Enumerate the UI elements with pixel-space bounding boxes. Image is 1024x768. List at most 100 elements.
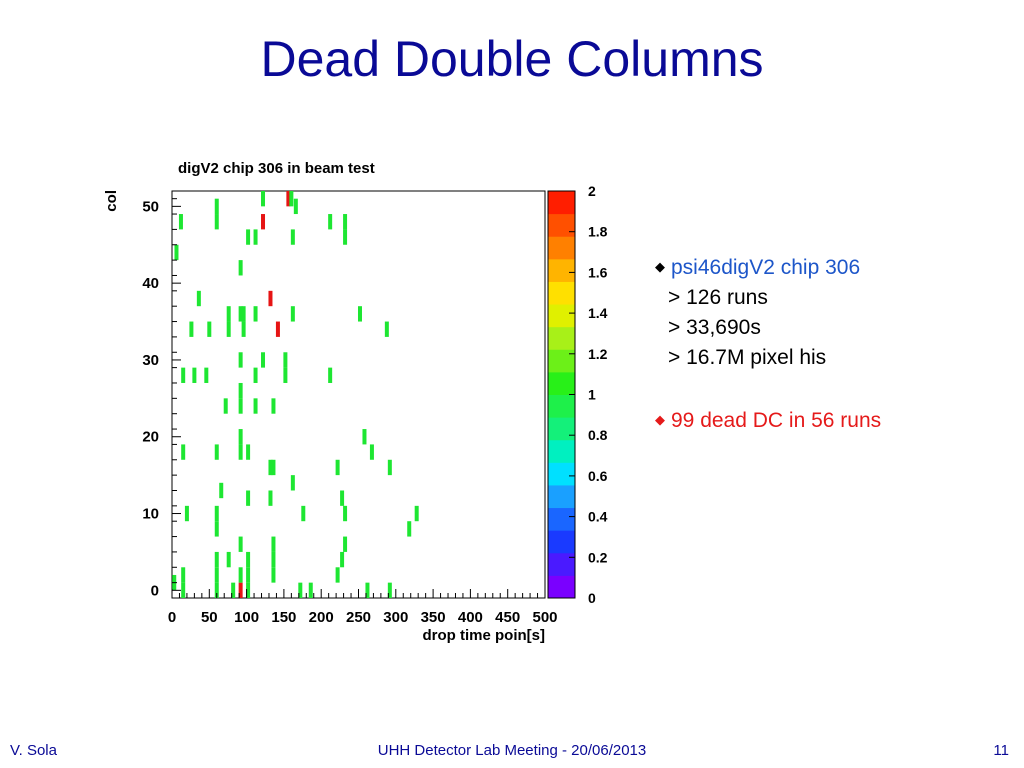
chart-title: digV2 chip 306 in beam test <box>178 160 375 177</box>
heatmap-cell <box>219 482 224 499</box>
heatmap-cell <box>283 352 288 368</box>
bullet-sub-runs: > 126 runs <box>668 286 768 309</box>
heatmap-cell <box>261 214 266 230</box>
colorbar-segment <box>548 507 575 531</box>
x-tick-label: 50 <box>201 609 218 626</box>
colorbar-segment <box>548 281 575 305</box>
bullet-list: ◆ psi46digV2 chip 306 > 126 runs > 33,690… <box>655 252 881 436</box>
heatmap-cell <box>196 290 201 307</box>
diamond-bullet-icon: ◆ <box>655 412 665 427</box>
heatmap-cell <box>298 582 303 598</box>
heatmap-cell <box>238 582 243 598</box>
bullet-dead-dc: ◆ 99 dead DC in 56 runs <box>655 405 881 436</box>
heatmap-cell <box>369 444 374 460</box>
heatmap-cell <box>286 191 291 207</box>
colorbar-labels: 0 0.2 0.4 0.6 0.8 1 1.2 1.4 1.6 1.8 2 <box>569 183 608 606</box>
x-tick-label: 300 <box>383 609 408 626</box>
heatmap-cell <box>290 475 295 491</box>
heatmap-cell <box>290 306 295 322</box>
colorbar-segment <box>548 462 575 486</box>
heatmap-cell <box>357 306 362 322</box>
heatmap-cell <box>241 306 246 322</box>
heatmap-cell <box>246 490 251 506</box>
heatmap-cell <box>340 490 345 506</box>
bullet-sub-time: > 33,690s <box>668 316 761 339</box>
heatmap-cell <box>238 398 243 414</box>
heatmap-cell <box>253 306 258 322</box>
heatmap-cell <box>387 459 392 476</box>
heatmap-cell <box>343 505 348 522</box>
y-axis-ticks: 0 10 20 30 40 50 <box>142 198 181 599</box>
heatmap-cell <box>238 536 243 552</box>
x-tick-label: 500 <box>532 609 557 626</box>
slide-title: Dead Double Columns <box>260 31 764 87</box>
heatmap-cell <box>275 321 280 337</box>
footer-page-number: 11 <box>993 742 1009 759</box>
heatmap-cell <box>343 229 348 245</box>
colorbar-segment <box>548 575 575 599</box>
colorbar-segment <box>548 236 575 260</box>
heatmap-cell <box>253 229 258 245</box>
colorbar-tick-label: 0.2 <box>588 549 608 565</box>
heatmap-cell <box>181 367 186 383</box>
heatmap-cell <box>226 551 231 568</box>
colorbar-segment <box>548 304 575 328</box>
colorbar-segment <box>548 394 575 418</box>
colorbar-tick-label: 1.2 <box>588 346 608 362</box>
heatmap-cell <box>214 198 219 215</box>
colorbar-tick-label: 2 <box>588 183 596 199</box>
colorbar-segment <box>548 326 575 350</box>
colorbar-segment <box>548 191 575 215</box>
footer-author: V. Sola <box>10 742 57 759</box>
heatmap-cell <box>384 321 389 337</box>
diamond-bullet-icon: ◆ <box>655 259 665 274</box>
heatmap-cell <box>238 429 243 445</box>
colorbar-segment <box>548 530 575 554</box>
heatmap-cell <box>231 582 236 598</box>
y-axis-label: col <box>103 190 120 212</box>
heatmap-cell <box>246 444 251 460</box>
heatmap-cell <box>214 214 219 230</box>
heatmap-cell <box>268 490 273 506</box>
colorbar-segment <box>548 552 575 576</box>
heatmap-cell <box>241 321 246 337</box>
heatmap-cell <box>343 214 348 230</box>
colorbar-segment <box>548 371 575 395</box>
bullet-chip-label: psi46digV2 chip 306 <box>671 256 861 279</box>
colorbar <box>547 190 576 599</box>
heatmap-cell <box>214 567 219 583</box>
colorbar-segment <box>548 417 575 441</box>
heatmap-cell <box>340 551 345 568</box>
heatmap-cell <box>362 429 367 445</box>
x-tick-label: 150 <box>271 609 296 626</box>
heatmap-cell <box>214 505 219 522</box>
heatmap-cell <box>246 229 251 245</box>
heatmap-cell <box>271 459 276 476</box>
colorbar-segment <box>548 349 575 373</box>
x-tick-label: 250 <box>346 609 371 626</box>
colorbar-tick-label: 1.6 <box>588 264 608 280</box>
y-tick-label: 40 <box>142 275 159 292</box>
heatmap-cell <box>178 214 183 230</box>
colorbar-segment <box>548 484 575 509</box>
colorbar-tick-label: 1 <box>588 387 596 403</box>
heatmap-cell <box>387 582 392 598</box>
heatmap-cell <box>343 536 348 552</box>
x-tick-label: 450 <box>495 609 520 626</box>
colorbar-segment <box>548 258 575 282</box>
heatmap-cell <box>271 567 276 583</box>
heatmap-cell <box>192 367 197 383</box>
x-tick-label: 400 <box>458 609 483 626</box>
heatmap-cell <box>238 444 243 460</box>
heatmap-cell <box>268 290 273 307</box>
heatmap-cell <box>207 321 212 337</box>
colorbar-segment <box>548 213 575 237</box>
heatmap-cell <box>238 260 243 276</box>
heatmap-cell <box>226 321 231 337</box>
heatmap-cell <box>261 191 266 207</box>
heatmap-cell <box>214 521 219 537</box>
heatmap-cell <box>328 367 333 383</box>
colorbar-segment <box>548 439 575 463</box>
heatmap-cell <box>365 582 370 598</box>
